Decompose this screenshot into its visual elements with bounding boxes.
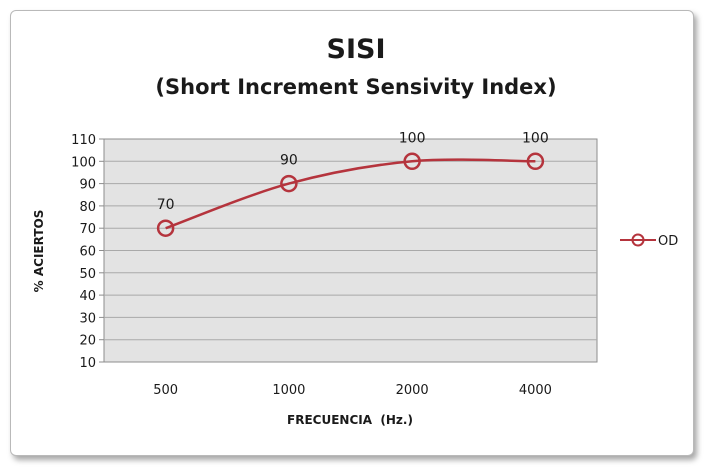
data-label-4000: 100 [522,130,549,146]
x-axis-title: FRECUENCIA (Hz.) [287,413,413,427]
x-tick-label-500: 500 [153,383,178,398]
x-tick-label-1000: 1000 [272,383,305,398]
series-group [156,152,545,237]
y-tick-label-40: 40 [79,289,96,304]
y-tick-label-110: 110 [71,133,96,148]
grid-lines [99,138,597,363]
legend: OD [620,233,678,249]
y-tick-label-90: 90 [79,178,96,193]
data-label-2000: 100 [399,130,426,146]
data-label-1000: 90 [280,153,298,169]
legend-marker [631,233,645,247]
legend-entry-od: OD [658,234,678,249]
x-tick-label-4000: 4000 [519,383,552,398]
y-tick-label-10: 10 [79,356,96,371]
y-tick-label-60: 60 [79,245,96,260]
x-tick-label-2000: 2000 [396,383,429,398]
chart-subtitle: (Short Increment Sensivity Index) [155,75,556,99]
data-label-500: 70 [157,197,175,213]
y-tick-label-50: 50 [79,267,96,282]
series-line-od [165,158,536,230]
y-tick-labels: 10 20 30 40 50 60 70 80 90 100 110 [71,133,96,371]
x-tick-labels: 500 1000 2000 4000 [153,383,552,398]
data-point-2000 [403,152,421,171]
y-tick-label-70: 70 [79,222,96,237]
y-tick-label-80: 80 [79,200,96,215]
y-tick-label-100: 100 [71,155,96,170]
chart-title: SISI [327,34,386,65]
y-tick-label-20: 20 [79,334,96,349]
data-point-500 [156,219,175,237]
y-axis-title: % ACIERTOS [32,210,46,293]
y-tick-label-30: 30 [79,311,96,326]
data-point-4000 [526,152,545,171]
data-point-1000 [280,174,298,193]
data-labels: 70 90 100 100 [157,130,549,213]
